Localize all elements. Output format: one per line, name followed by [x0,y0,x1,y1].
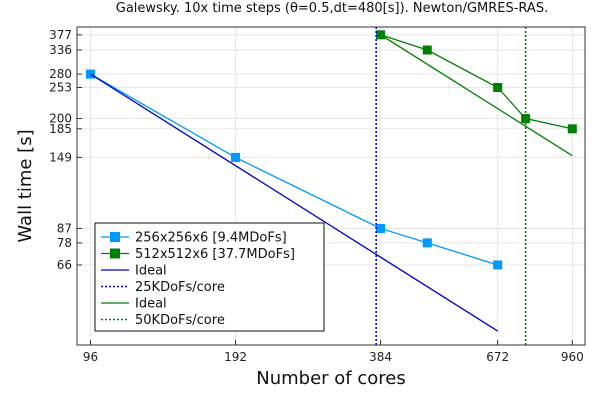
plot-frame [76,26,586,346]
series-2-line [380,34,573,130]
series-1-point [422,238,432,248]
series-1-point [493,260,503,270]
legend-label: 25KDoFs/core [135,280,225,295]
series-2-point [376,30,386,40]
x-tick-label: 96 [83,350,98,364]
legend-marker [110,248,120,259]
legend-label: 256x256x6 [9.4MDoFs] [135,231,287,246]
y-tick-label: 87 [57,221,72,235]
y-tick-label: 185 [49,122,72,136]
legend-label: 50KDoFs/core [135,313,225,328]
legend-label: Ideal [135,297,167,312]
series-2-point [567,124,577,134]
legend-box [94,222,325,332]
y-tick-label: 280 [49,67,72,81]
series-2-point [422,45,432,55]
x-tick-label: 960 [561,350,584,364]
series-2-point [493,82,503,92]
series-1-point [231,152,241,162]
legend: 256x256x6 [9.4MDoFs]512x512x6 [37.7MDoFs… [94,222,325,332]
x-tick-label: 384 [369,350,392,364]
chart-title: Galewsky. 10x time steps (θ=0.5,dt=480[s… [116,1,548,16]
y-tick-label: 149 [49,150,72,164]
x-axis: 96 192 384 672 960 [83,340,584,364]
series-2-point [521,114,531,124]
series-5-line [380,34,573,157]
series-3-line [90,73,499,332]
legend-label: 512x512x6 [37.7MDoFs] [135,247,295,262]
x-axis-title: Number of cores [256,368,405,389]
x-tick-label: 192 [224,350,247,364]
x-tick-label: 672 [486,350,509,364]
plot-area [86,27,577,345]
legend-marker [110,232,120,242]
y-tick-label: 336 [49,43,72,57]
y-tick-label: 66 [57,258,72,272]
legend-label: Ideal [135,264,167,279]
y-tick-label: 377 [49,28,72,42]
y-axis-title: Wall time [s] [15,129,36,242]
y-tick-label: 253 [49,80,72,94]
y-tick-label: 78 [57,236,72,250]
y-tick-label: 200 [49,112,72,126]
series-1-point [376,223,386,233]
